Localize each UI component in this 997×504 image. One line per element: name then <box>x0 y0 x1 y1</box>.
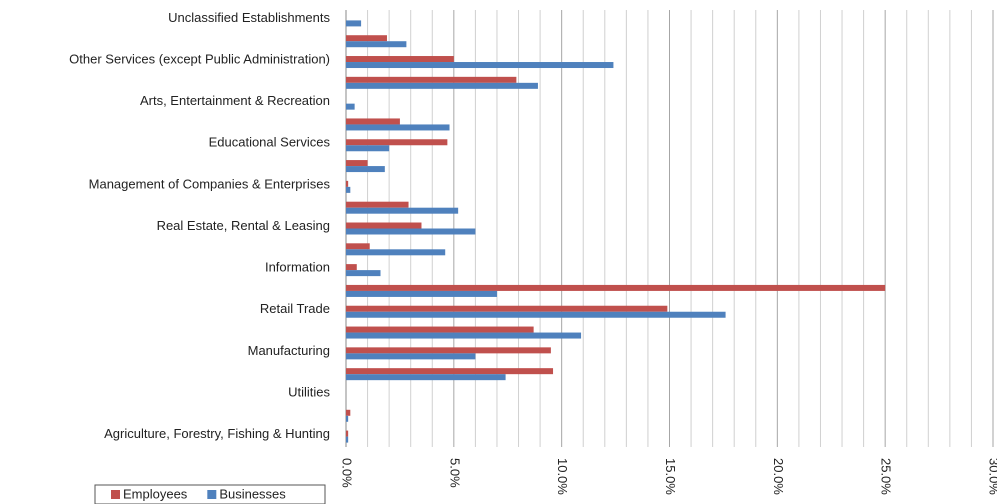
y-tick-label: Agriculture, Forestry, Fishing & Hunting <box>104 426 330 441</box>
x-tick-label: 5.0% <box>447 458 462 488</box>
bar <box>346 270 381 277</box>
x-tick-label: 20.0% <box>771 458 786 495</box>
legend-label: Employees <box>123 486 188 501</box>
bar <box>346 160 368 167</box>
bar <box>346 118 400 125</box>
bar <box>346 145 390 152</box>
bar <box>346 222 422 229</box>
y-tick-label: Arts, Entertainment & Recreation <box>140 93 330 108</box>
x-tick-label: 15.0% <box>663 458 678 495</box>
x-tick-label: 0.0% <box>340 458 355 488</box>
bar <box>346 35 387 42</box>
y-tick-label: Other Services (except Public Administra… <box>69 51 330 66</box>
bar <box>346 353 476 360</box>
legend-label: Businesses <box>219 486 286 501</box>
bar <box>346 409 351 416</box>
bar <box>346 284 886 291</box>
bar <box>346 41 407 48</box>
bar <box>346 243 370 250</box>
bar <box>346 62 614 69</box>
y-tick-label: Retail Trade <box>260 301 330 316</box>
bar <box>346 228 476 235</box>
bar <box>346 374 506 381</box>
bar <box>346 76 517 83</box>
y-tick-label: Real Estate, Rental & Leasing <box>157 218 330 233</box>
x-tick-label: 10.0% <box>555 458 570 495</box>
bar <box>346 186 351 193</box>
x-tick-label: 30.0% <box>987 458 997 495</box>
y-tick-label: Educational Services <box>209 135 331 150</box>
y-tick-label: Information <box>265 260 330 275</box>
bar <box>346 56 454 63</box>
bar <box>346 305 668 312</box>
bar <box>346 290 497 297</box>
y-tick-label: Manufacturing <box>248 343 330 358</box>
legend-swatch <box>111 490 120 499</box>
bar <box>346 332 582 339</box>
bar <box>346 124 450 131</box>
bar <box>346 166 385 173</box>
bar <box>346 20 362 27</box>
bar <box>346 430 349 437</box>
bar <box>346 415 349 422</box>
bar <box>346 201 409 208</box>
bar <box>346 207 459 214</box>
bar <box>346 368 554 375</box>
x-tick-label: 25.0% <box>879 458 894 495</box>
bar <box>346 103 355 110</box>
bar <box>346 139 448 146</box>
bar <box>346 249 446 256</box>
bar <box>346 82 538 89</box>
bar <box>346 326 534 333</box>
bar <box>346 180 349 187</box>
y-tick-label: Unclassified Establishments <box>168 10 330 25</box>
bar <box>346 264 357 271</box>
bar <box>346 436 349 443</box>
bar <box>346 347 551 354</box>
legend-swatch <box>207 490 217 499</box>
legend: Employees Businesses <box>94 484 326 504</box>
y-tick-label: Management of Companies & Enterprises <box>89 176 331 191</box>
bar <box>346 311 726 318</box>
y-tick-label: Utilities <box>288 384 330 399</box>
